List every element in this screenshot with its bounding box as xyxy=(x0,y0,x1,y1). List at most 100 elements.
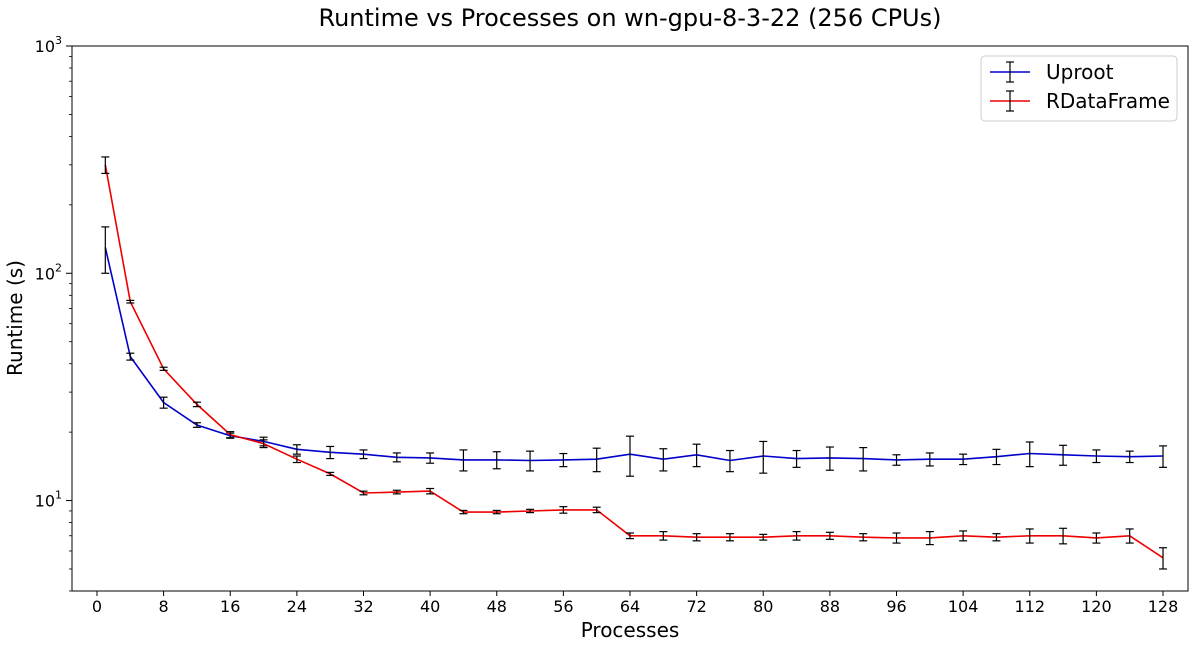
legend: Uproot RDataFrame xyxy=(980,55,1178,122)
error-bar xyxy=(825,446,834,471)
legend-label: Uproot xyxy=(1046,60,1114,84)
x-tick-label: 80 xyxy=(753,597,773,616)
error-bar xyxy=(101,156,110,175)
x-tick-label: 8 xyxy=(159,597,169,616)
error-bar xyxy=(1092,532,1101,544)
legend-label: RDataFrame xyxy=(1046,89,1170,113)
error-bar xyxy=(259,439,268,449)
error-bar xyxy=(759,440,768,474)
error-bar xyxy=(592,447,601,473)
x-tick-label: 16 xyxy=(220,597,240,616)
error-bar xyxy=(592,506,601,514)
legend-entry-rdataframe: RDataFrame xyxy=(990,89,1170,113)
error-bar xyxy=(1125,450,1134,464)
error-bar xyxy=(626,435,634,477)
error-bar xyxy=(126,299,135,304)
series-uproot xyxy=(101,226,1168,477)
error-bar xyxy=(1059,527,1068,545)
error-bar xyxy=(692,533,701,542)
plot-area xyxy=(71,45,1189,592)
error-bar xyxy=(326,471,335,477)
x-tick-label: 24 xyxy=(287,597,307,616)
error-bar xyxy=(992,448,1001,466)
error-bar xyxy=(159,366,168,371)
error-bar xyxy=(1092,449,1101,464)
y-tick-label: 101 xyxy=(35,489,62,511)
error-bar xyxy=(859,533,868,542)
x-tick-label: 0 xyxy=(92,597,102,616)
error-bar xyxy=(426,452,435,464)
x-tick-label: 32 xyxy=(353,597,373,616)
error-bar xyxy=(526,508,535,514)
y-tick-label: 102 xyxy=(35,261,62,283)
error-bar xyxy=(892,454,901,466)
series-line-uproot xyxy=(104,247,1164,462)
error-bar xyxy=(459,509,468,515)
error-bar xyxy=(692,443,701,468)
error-bar xyxy=(459,449,468,472)
error-bar xyxy=(659,531,668,541)
error-bar xyxy=(559,452,568,468)
error-bar xyxy=(892,532,901,544)
error-bar xyxy=(959,530,968,542)
error-bar xyxy=(1125,528,1134,544)
x-axis-label: Processes xyxy=(581,618,680,642)
error-bar xyxy=(559,506,568,514)
error-bar xyxy=(292,444,301,455)
error-bar xyxy=(392,452,401,463)
x-tick-label: 112 xyxy=(1014,597,1045,616)
x-tick-label: 72 xyxy=(686,597,706,616)
error-bar xyxy=(426,487,435,495)
error-bar xyxy=(725,533,734,542)
x-tick-label: 40 xyxy=(420,597,440,616)
x-tick-label: 64 xyxy=(620,597,640,616)
error-bar xyxy=(659,448,668,472)
x-tick-label: 104 xyxy=(948,597,979,616)
error-bar xyxy=(192,422,201,428)
series-layer xyxy=(101,156,1168,570)
plot-frame xyxy=(71,45,1189,592)
error-bar xyxy=(492,509,501,515)
error-bar xyxy=(292,455,301,464)
error-bar xyxy=(759,533,768,541)
y-axis-label: Runtime (s) xyxy=(3,260,27,376)
error-bar xyxy=(792,531,801,541)
y-axis: 101 102 103 xyxy=(35,34,72,592)
error-bar xyxy=(925,452,934,467)
error-bar xyxy=(526,450,535,472)
error-bar xyxy=(326,445,335,460)
error-bar xyxy=(1059,444,1068,466)
error-bar xyxy=(126,352,135,361)
error-bar xyxy=(159,396,168,409)
y-tick-label: 103 xyxy=(35,34,62,56)
legend-entry-uproot: Uproot xyxy=(990,60,1114,84)
error-bar xyxy=(825,531,834,540)
error-bar xyxy=(725,449,734,473)
error-bar xyxy=(359,490,368,496)
error-bar xyxy=(392,489,401,495)
error-bar xyxy=(959,453,968,466)
x-tick-label: 88 xyxy=(820,597,840,616)
error-bar xyxy=(192,401,201,408)
series-rdataframe xyxy=(101,156,1168,570)
error-bar xyxy=(1159,547,1168,570)
error-bar xyxy=(1025,528,1034,544)
error-bar xyxy=(359,449,368,460)
x-axis: 0 8 16 24 32 40 48 56 64 72 80 88 96 104 112 120 128 xyxy=(92,591,1178,616)
error-bar xyxy=(925,531,934,546)
error-bar xyxy=(859,447,868,472)
chart-title: Runtime vs Processes on wn-gpu-8-3-22 (2… xyxy=(318,4,941,32)
error-bar xyxy=(792,449,801,468)
series-line-rdataframe xyxy=(104,164,1164,559)
error-bar xyxy=(101,226,110,274)
error-bar xyxy=(1025,441,1034,468)
x-tick-label: 128 xyxy=(1148,597,1179,616)
x-tick-label: 48 xyxy=(487,597,507,616)
error-bar xyxy=(226,431,235,439)
error-bar xyxy=(626,532,634,540)
x-tick-label: 56 xyxy=(553,597,573,616)
error-bar xyxy=(992,533,1001,542)
x-tick-label: 96 xyxy=(886,597,906,616)
error-bar xyxy=(1159,445,1168,468)
